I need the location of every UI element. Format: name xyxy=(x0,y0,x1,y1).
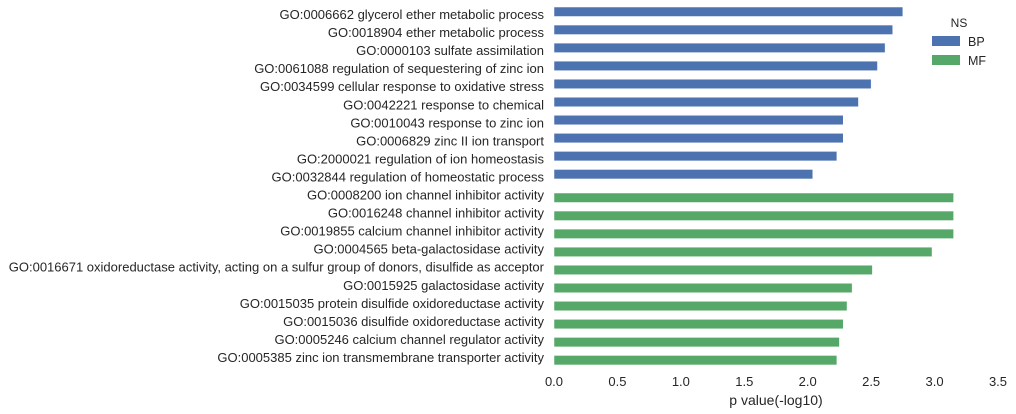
bar-mf-2 xyxy=(553,228,954,239)
x-tick-label: 1.0 xyxy=(672,374,690,389)
x-tick-label: 0.0 xyxy=(545,374,563,389)
category-label: GO:0015035 protein disulfide oxidoreduct… xyxy=(240,296,545,311)
category-label: GO:0004565 beta-galactosidase activity xyxy=(313,242,544,257)
x-axis-title: p value(-log10) xyxy=(729,392,822,408)
bar-mf-7 xyxy=(553,319,844,330)
bar-bp-1 xyxy=(553,24,893,35)
category-label: GO:0006662 glycerol ether metabolic proc… xyxy=(280,7,545,22)
legend-swatch-bp xyxy=(932,36,960,46)
bar-mf-0 xyxy=(553,192,954,203)
bar-mf-1 xyxy=(553,210,954,221)
bar-bp-4 xyxy=(553,78,872,89)
x-tick-label: 2.5 xyxy=(862,374,880,389)
category-label: GO:0015925 galactosidase activity xyxy=(343,278,544,293)
category-label: GO:0061088 regulation of sequestering of… xyxy=(254,61,544,76)
x-tick-label: 3.5 xyxy=(989,374,1007,389)
category-label: GO:0032844 regulation of homeostatic pro… xyxy=(272,169,545,184)
bar-bp-5 xyxy=(553,97,859,107)
category-label: GO:2000021 regulation of ion homeostasis xyxy=(297,151,545,166)
legend-swatch-mf xyxy=(932,55,960,65)
category-label: GO:0042221 response to chemical xyxy=(343,97,544,112)
bar-bp-9 xyxy=(553,169,814,180)
category-label: GO:0018904 ether metabolic process xyxy=(328,25,545,40)
x-tick-labels-group: 0.0 0.5 1.0 1.5 2.0 2.5 3.0 3.5 xyxy=(545,374,1007,389)
category-label: GO:0016248 channel inhibitor activity xyxy=(328,206,545,221)
category-label: GO:0034599 cellular response to oxidativ… xyxy=(260,79,544,94)
category-label: GO:0019855 calcium channel inhibitor act… xyxy=(280,224,544,239)
bar-mf-5 xyxy=(553,283,853,293)
category-label: GO:0005385 zinc ion transmembrane transp… xyxy=(217,350,544,365)
x-tick-label: 2.0 xyxy=(799,374,817,389)
bar-mf-6 xyxy=(553,301,848,312)
category-label: GO:0016671 oxidoreductase activity, acti… xyxy=(9,260,545,275)
bar-mf-9 xyxy=(553,355,838,366)
legend-title: NS xyxy=(951,16,968,30)
x-tick-label: 3.0 xyxy=(926,374,944,389)
x-tick-label: 0.5 xyxy=(608,374,626,389)
category-label: GO:0006829 zinc II ion transport xyxy=(356,133,544,148)
category-label: GO:0010043 response to zinc ion xyxy=(350,115,544,130)
bars-group xyxy=(553,6,954,366)
bar-mf-3 xyxy=(553,246,933,257)
category-label: GO:0015036 disulfide oxidoreductase acti… xyxy=(283,314,544,329)
category-label: GO:0005246 calcium channel regulator act… xyxy=(274,332,544,347)
category-labels-group: GO:0006662 glycerol ether metabolic proc… xyxy=(9,7,545,365)
x-tick-label: 1.5 xyxy=(735,374,753,389)
bar-bp-0 xyxy=(553,6,904,17)
bar-mf-8 xyxy=(553,337,840,348)
bar-mf-4 xyxy=(553,264,873,275)
bar-bp-8 xyxy=(553,151,838,162)
legend: NS BP MF xyxy=(932,16,986,68)
legend-label-bp: BP xyxy=(968,35,985,49)
legend-label-mf: MF xyxy=(968,54,986,68)
category-label: GO:0008200 ion channel inhibitor activit… xyxy=(307,188,545,203)
bar-bp-2 xyxy=(553,42,886,53)
category-label: GO:0000103 sulfate assimilation xyxy=(356,43,544,58)
bar-bp-6 xyxy=(553,115,844,126)
bar-bp-7 xyxy=(553,133,844,144)
bar-bp-3 xyxy=(553,60,878,71)
